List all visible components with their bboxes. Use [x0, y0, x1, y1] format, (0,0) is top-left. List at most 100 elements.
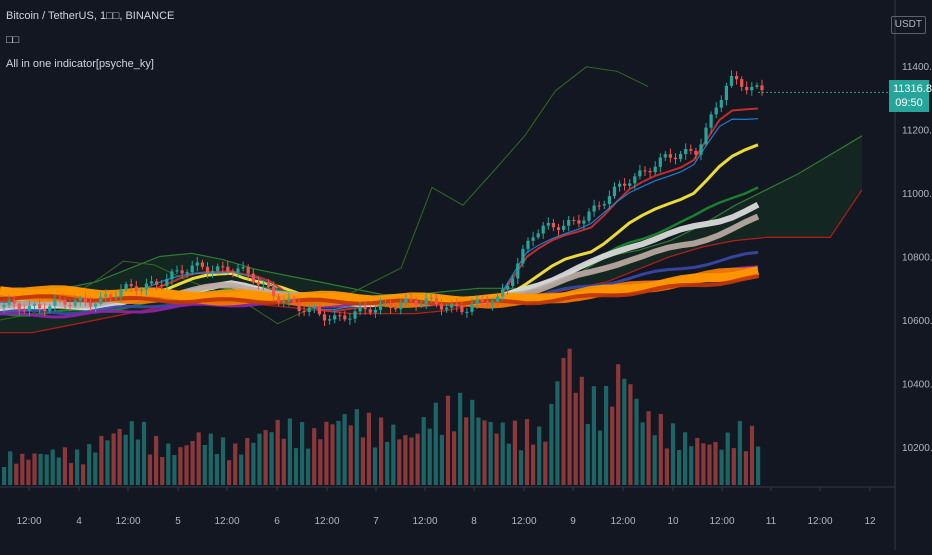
volume-bar — [111, 433, 116, 485]
candle-body — [648, 171, 652, 173]
current-price-value: 11316.80 — [893, 83, 932, 95]
candle-body — [714, 107, 718, 115]
candle-body — [612, 186, 617, 197]
symbol-title[interactable]: Bitcoin / TetherUS, 1□□, BINANCE — [6, 10, 175, 22]
candle-body — [333, 315, 337, 320]
candle-body — [495, 296, 500, 302]
candle-body — [434, 297, 438, 305]
volume-bar — [555, 381, 560, 485]
volume-bar — [372, 447, 378, 485]
candle-body — [455, 304, 459, 307]
volume-bar — [62, 447, 67, 485]
candle-body — [602, 204, 606, 206]
volume-bar — [44, 454, 49, 485]
volume-bar — [123, 434, 128, 485]
candle-body — [83, 298, 87, 303]
volume-bar — [348, 425, 353, 485]
volume-bar — [579, 376, 584, 485]
volume-bar — [518, 450, 524, 485]
current-price-tag: 11316.80 09:50 — [889, 80, 932, 112]
candle-body — [297, 303, 301, 311]
x-tick-label: 7 — [373, 516, 379, 527]
candle-body — [58, 299, 62, 301]
volume-bar — [409, 437, 414, 485]
volume-bar — [287, 418, 292, 485]
candle-body — [277, 296, 281, 303]
candle-body — [43, 308, 47, 311]
candle-body — [745, 87, 749, 91]
volume-bar — [500, 422, 505, 485]
candle-body — [241, 267, 245, 269]
candle-body — [99, 296, 103, 304]
x-tick-label: 4 — [76, 516, 82, 527]
candle-body — [424, 298, 428, 304]
y-tick-label: 10400.00 — [902, 380, 932, 391]
volume-bar — [93, 452, 98, 485]
candle-body — [343, 315, 347, 320]
candle-body — [38, 304, 42, 309]
volume-bar — [604, 385, 609, 485]
volume-bar — [670, 423, 676, 485]
volume-bar — [652, 435, 657, 485]
candle-body — [165, 279, 169, 286]
x-tick-label: 12:00 — [214, 516, 239, 527]
candle-body — [719, 100, 723, 108]
volume-bar — [293, 448, 299, 485]
candle-body — [485, 301, 489, 305]
candle-body — [389, 303, 393, 308]
candle-body — [272, 287, 276, 297]
candle-body — [735, 76, 739, 80]
volume-bar — [220, 437, 226, 485]
volume-bar — [141, 421, 147, 485]
candle-body — [88, 302, 93, 307]
volume-bar — [214, 454, 219, 485]
candle-body — [531, 237, 535, 241]
chart-legend: Bitcoin / TetherUS, 1□□, BINANCE □□ All … — [6, 4, 174, 76]
x-tick-label: 12:00 — [709, 516, 734, 527]
candle-body — [399, 303, 403, 310]
candle-body — [312, 307, 316, 309]
volume-bar — [476, 417, 481, 485]
volume-bar — [616, 364, 621, 485]
candle-body — [104, 294, 108, 297]
x-tick-label: 12:00 — [115, 516, 140, 527]
candle-body — [572, 220, 576, 221]
candle-body — [755, 85, 759, 87]
candle-body — [205, 266, 210, 273]
candle-body — [282, 301, 286, 303]
candle-body — [251, 273, 255, 283]
y-tick-label: 11400.00 — [902, 62, 932, 73]
indicator-label[interactable]: All in one indicator[psyche_ky] — [6, 58, 154, 70]
volume-bar — [154, 435, 159, 485]
candle-body — [27, 305, 31, 311]
candle-body — [618, 183, 622, 187]
y-tick-label: 10800.00 — [902, 253, 932, 264]
candle-body — [7, 300, 11, 305]
volume-bar — [719, 449, 724, 485]
volume-bar — [445, 395, 451, 485]
candle-body — [587, 211, 591, 221]
volume-bar — [403, 435, 408, 485]
currency-button[interactable]: USDT — [890, 16, 926, 34]
candle-body — [684, 149, 688, 154]
candle-body — [368, 309, 372, 313]
volume-bar — [677, 450, 682, 485]
candle-body — [679, 154, 683, 160]
volume-bar — [634, 398, 639, 485]
volume-bar — [2, 467, 7, 485]
volume-bar — [336, 420, 341, 485]
volume-bar — [470, 399, 475, 485]
volume-bar — [105, 440, 110, 485]
volume-label[interactable]: □□ — [6, 34, 20, 46]
volume-bar — [597, 430, 603, 485]
candle-body — [373, 309, 377, 313]
volume-bar — [68, 463, 74, 485]
volume-bar — [312, 428, 317, 485]
candle-body — [221, 266, 225, 268]
candle-body — [623, 183, 627, 186]
candle-body — [175, 270, 179, 272]
volume-bar — [531, 444, 536, 485]
volume-bar — [379, 417, 384, 485]
